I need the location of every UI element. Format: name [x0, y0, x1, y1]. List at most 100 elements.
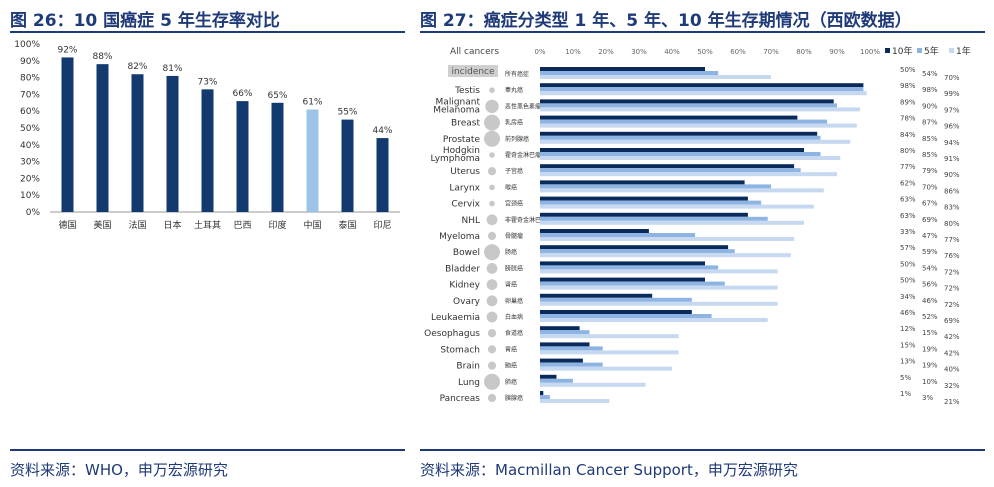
row-label-en: Brain — [456, 362, 480, 372]
x-tick-label: 10% — [565, 48, 581, 56]
bar-v5 — [540, 135, 821, 140]
bar-v10 — [540, 67, 705, 71]
row-label-zh: 肠癌 — [505, 248, 517, 256]
row-label-zh: 霍奇金淋巴瘤 — [505, 151, 541, 159]
row-label-en: Lymphoma — [431, 154, 481, 164]
value-label-1yr: 99% — [944, 90, 960, 98]
value-label-5yr: 54% — [922, 70, 938, 78]
bar-v1 — [540, 91, 867, 96]
value-label-10yr: 5% — [900, 374, 911, 382]
bar-v1 — [540, 220, 804, 225]
value-label-10yr: 80% — [900, 147, 916, 155]
bar-v1 — [540, 382, 646, 387]
left-bar-chart: 0% 10% 20% 30% 40% 50% 60% 70% 80% 90% 100% 92% 德国 88… — [14, 40, 400, 231]
value-label-10yr: 50% — [900, 66, 916, 74]
row-label-en: Malignant — [436, 97, 481, 107]
row-label-en: Bowel — [453, 248, 480, 258]
row-label-en: NHL — [461, 216, 480, 226]
row-label-en: Kidney — [449, 281, 480, 291]
row-label-zh: 肺癌 — [505, 378, 517, 386]
value-label-5yr: 87% — [922, 119, 938, 127]
value-label-5yr: 15% — [922, 329, 938, 337]
bar-v5 — [540, 346, 603, 351]
bar-v10 — [540, 180, 745, 185]
incidence-bubble — [489, 87, 495, 93]
row-label-en: Lung — [458, 378, 480, 388]
value-label-10yr: 13% — [900, 358, 916, 366]
value-label-1yr: 80% — [944, 220, 960, 228]
row-label-zh: 食道癌 — [505, 329, 523, 337]
row-label-en: Larynx — [449, 183, 480, 193]
bar-v1 — [540, 350, 679, 355]
bar-value-label: 44% — [372, 126, 392, 136]
bar-v1 — [540, 253, 791, 258]
row-label-en: Bladder — [445, 264, 480, 274]
value-label-1yr: 69% — [944, 317, 960, 325]
legend-label: 5年 — [924, 45, 939, 57]
bar-v10 — [540, 196, 748, 201]
value-label-10yr: 84% — [900, 131, 916, 139]
bar-v5 — [540, 265, 719, 270]
value-label-1yr: 21% — [944, 398, 960, 406]
value-label-10yr: 57% — [900, 244, 916, 252]
bar-v1 — [540, 334, 679, 339]
x-tick-label: 土耳其 — [194, 219, 221, 231]
y-tick-label: 20% — [20, 174, 40, 184]
bar-v10 — [540, 148, 804, 152]
row-label-en: Leukaemia — [431, 313, 480, 323]
x-tick-label: 90% — [829, 48, 845, 56]
value-label-5yr: 10% — [922, 378, 938, 386]
x-tick-label: 泰国 — [338, 219, 356, 231]
value-label-5yr: 79% — [922, 167, 938, 175]
bar-v5 — [540, 297, 692, 302]
row-label-zh: 所有癌症 — [505, 70, 529, 78]
bar-v5 — [540, 395, 550, 399]
y-tick-label: 80% — [20, 74, 40, 84]
bar-v5 — [540, 249, 735, 254]
value-label-5yr: 47% — [922, 232, 938, 240]
row-label-zh: 白血病 — [505, 313, 523, 321]
legend-swatch — [917, 48, 922, 53]
value-label-1yr: 42% — [944, 349, 960, 357]
incidence-badge — [448, 65, 498, 77]
bar-v5 — [540, 281, 725, 286]
bar-value-label: 66% — [232, 89, 252, 99]
value-label-10yr: 15% — [900, 341, 916, 349]
bar-v5 — [540, 233, 696, 237]
value-label-5yr: 98% — [922, 86, 938, 94]
value-label-10yr: 98% — [900, 82, 916, 90]
right-chart-title: 图 27：癌症分类型 1 年、5 年、10 年生存期情况（西欧数据） — [420, 11, 912, 31]
incidence-bubble — [487, 393, 497, 403]
y-tick-label: 60% — [20, 107, 40, 117]
bar-v10 — [540, 374, 557, 379]
value-label-5yr: 19% — [922, 345, 938, 353]
bar-v1 — [540, 107, 861, 112]
value-label-5yr: 54% — [922, 264, 938, 272]
value-label-10yr: 12% — [900, 325, 916, 333]
y-tick-label: 70% — [20, 90, 40, 100]
legend-label: 1年 — [956, 45, 971, 57]
incidence-bubble — [489, 184, 495, 191]
row-label-zh: 卵巢癌 — [505, 297, 523, 305]
bar — [131, 74, 144, 212]
incidence-bubble — [487, 345, 497, 354]
bar-v10 — [540, 358, 583, 363]
row-label-zh: 恶性黑色素瘤 — [505, 102, 541, 110]
bar — [306, 109, 319, 212]
value-label-5yr: 59% — [922, 248, 938, 256]
incidence-bubble — [485, 99, 499, 114]
y-tick-label: 100% — [14, 40, 40, 50]
incidence-bubble — [486, 295, 498, 307]
bar-v10 — [540, 83, 864, 88]
value-label-1yr: 42% — [944, 333, 960, 341]
bar-v1 — [540, 399, 610, 403]
row-label-zh: 前列腺癌 — [505, 135, 529, 143]
row-label-en: Breast — [451, 119, 480, 129]
incidence-bubble — [487, 231, 497, 241]
bar — [61, 57, 74, 212]
row-label-en: Myeloma — [439, 232, 480, 242]
value-label-10yr: 34% — [900, 293, 916, 301]
y-tick-label: 0% — [26, 208, 41, 218]
bar-value-label: 55% — [337, 108, 357, 118]
bar — [271, 102, 284, 212]
